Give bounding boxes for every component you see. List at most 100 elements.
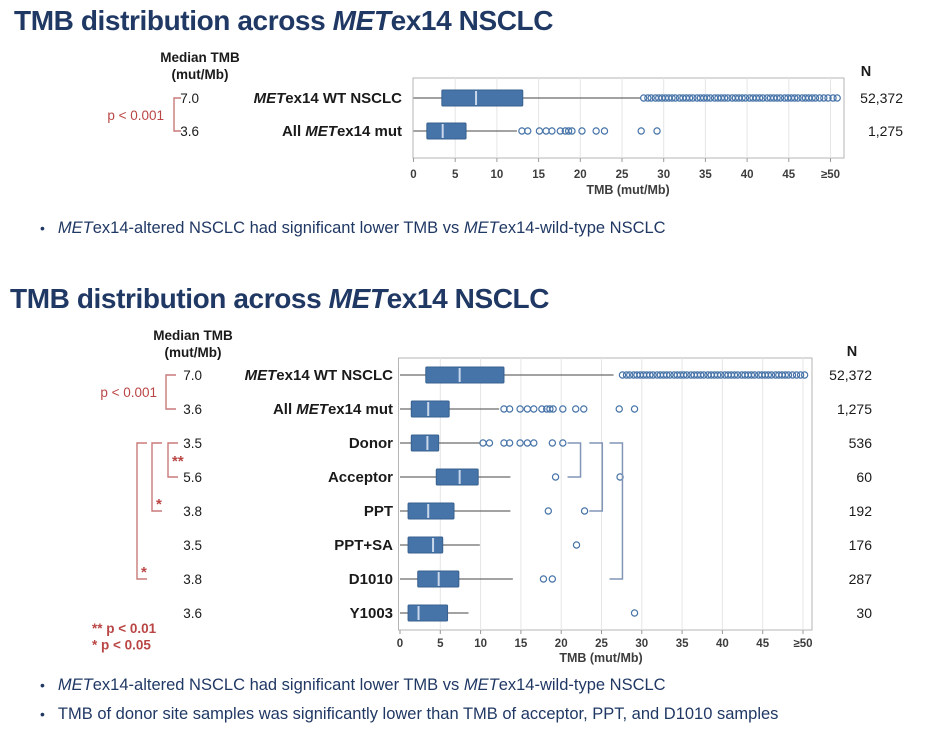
section1-title: TMB distribution across METex14 NSCLC [14,5,554,36]
tick-label: 40 [716,638,729,650]
median-value: 3.8 [183,572,202,587]
significance-legend-line: ** p < 0.01 [92,621,157,636]
iqr-box [441,89,524,107]
outlier-point [630,405,639,413]
tick-label: 15 [532,169,545,181]
boxplot-row [400,536,581,554]
outlier-point [505,439,514,447]
outlier-point [829,94,837,102]
tick-label: 45 [782,169,795,181]
outlier-point [700,371,708,379]
median-value: 3.6 [183,402,202,417]
comparison-bracket [589,442,604,512]
outlier-point [572,541,581,549]
boxplot-row [400,434,567,452]
row-label: Donor [349,435,393,452]
outlier-point [548,575,557,583]
outlier-point [784,371,793,379]
outlier-point [626,371,634,379]
median-value: 7.0 [180,91,199,106]
outlier-point [720,94,729,102]
outlier-point [524,127,532,135]
outlier-point [551,473,560,481]
n-value: 192 [849,503,873,519]
outliers [544,507,589,515]
outlier-point [546,405,554,413]
iqr-box [407,604,449,622]
outlier-point [580,405,588,413]
outliers [618,371,809,379]
outlier-point [776,94,785,102]
median-tmb-header-units: (mut/Mb) [172,67,229,82]
outlier-point [824,94,832,102]
outlier-point [696,371,705,379]
n-column-header: N [861,64,871,80]
n-value: 176 [849,537,873,553]
outlier-point [530,439,538,447]
outlier-point [833,94,841,102]
outlier-point [689,94,697,102]
outlier-point [747,371,756,379]
outlier-point [796,371,805,379]
pvalue-label: * [141,564,147,581]
boxplot-row [400,604,639,622]
n-value: 287 [849,571,873,587]
iqr-box [407,536,444,554]
comparison-bracket [567,442,582,478]
section2-bullet-2: • TMB of donor site samples was signific… [40,705,778,724]
bullet-text: METex14-altered NSCLC had significant lo… [57,219,666,237]
n-value: 1,275 [868,123,903,139]
tick-label: 5 [437,638,444,650]
outlier-point [530,405,538,413]
outlier-point [685,94,694,102]
n-value: 536 [849,435,873,451]
outlier-point [538,405,546,413]
median-value: 3.5 [183,436,202,451]
significance-legend-line: * p < 0.05 [92,638,151,653]
bullet-dot: • [40,677,45,693]
outlier-point [600,127,609,135]
outlier-point [630,609,639,617]
x-axis: 0 5 10 15 20 25 30 35 40 45 ≥50 [410,158,840,181]
outlier-point [505,405,514,413]
outlier-point [788,371,797,379]
outlier-point [815,94,824,102]
tick-label: 45 [756,638,769,650]
outlier-point [717,371,725,379]
outlier-point [790,94,799,102]
row-label: All METex14 mut [273,401,393,418]
outlier-point [671,94,680,102]
outliers [572,541,581,549]
median-tmb-header: Median TMB [160,50,240,65]
n-value: 1,275 [837,401,872,417]
outlier-point [811,94,820,102]
pvalue-bracket [136,442,147,580]
outlier-point [572,405,580,413]
outlier-point [738,94,746,102]
tmb-boxplot-chart-bottom: 0 5 10 15 20 25 30 35 40 45 ≥50 TMB (mut/Mb) Median … [92,328,873,665]
outlier-point [539,575,548,583]
outlier-point [764,371,773,379]
outliers [500,405,639,413]
n-value: 30 [856,605,872,621]
boxplot-row [400,400,639,418]
median-tmb-header: Median TMB [153,328,233,343]
outlier-point [646,371,654,379]
tick-label: ≥50 [821,169,840,181]
outlier-point [750,371,759,379]
tick-label: 10 [474,638,487,650]
outliers [479,439,567,447]
outlier-point [578,127,586,135]
outlier-point [549,405,557,413]
row-label: PPT+SA [334,537,393,554]
row-label: Acceptor [328,469,393,486]
bullet-text: METex14-altered NSCLC had significant lo… [57,676,666,694]
outliers [539,575,557,583]
outlier-point [564,127,573,135]
tick-label: 20 [574,169,587,181]
tick-label: 35 [699,169,712,181]
outlier-point [808,94,816,102]
bullet-text: TMB of donor site samples was significan… [57,705,779,723]
outlier-point [663,371,671,379]
boxplot-row [413,89,841,107]
